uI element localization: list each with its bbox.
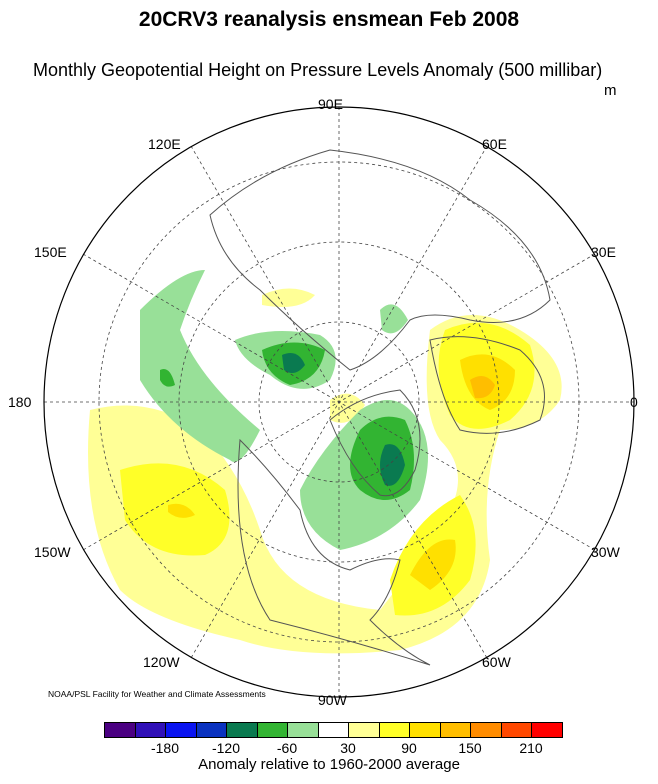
colorbar-tick: 30	[340, 740, 356, 756]
colorbar-swatch	[410, 723, 441, 737]
lon-label-120e: 120E	[148, 136, 181, 152]
colorbar-swatch	[349, 723, 380, 737]
lon-label-180: 180	[8, 394, 32, 410]
colorbar-tick: 90	[401, 740, 417, 756]
graticule	[44, 107, 634, 697]
anomaly-negative-90	[380, 444, 405, 486]
lon-label-60e: 60E	[482, 136, 507, 152]
lon-label-120w: 120W	[143, 654, 180, 670]
coastlines	[209, 149, 551, 666]
anomaly-fields	[44, 107, 634, 697]
lon-label-0: 0	[630, 394, 638, 410]
lon-label-150e: 150E	[34, 244, 67, 260]
lon-label-90w: 90W	[318, 692, 347, 708]
colorbar-label: Anomaly relative to 1960-2000 average	[198, 756, 460, 773]
anomaly-negative-90	[282, 352, 305, 374]
units-label: m	[604, 82, 617, 99]
figure-title: 20CRV3 reanalysis ensmean Feb 2008	[138, 8, 520, 31]
colorbar-swatch	[532, 723, 562, 737]
anomaly-negative-30	[380, 304, 408, 334]
colorbar-swatch	[318, 723, 349, 737]
anomaly-positive-120	[470, 376, 495, 399]
anomaly-positive-90	[410, 539, 456, 590]
colorbar	[104, 722, 563, 738]
colorbar-tick: -120	[211, 740, 241, 756]
figure-subtitle: Monthly Geopotential Height on Pressure …	[33, 60, 603, 80]
colorbar-swatch	[440, 723, 471, 737]
anomaly-negative-30	[140, 270, 260, 462]
anomaly-negative-60	[160, 369, 175, 387]
lon-label-30e: 30E	[591, 244, 616, 260]
colorbar-swatch	[196, 723, 227, 737]
colorbar-swatch	[257, 723, 288, 737]
colorbar-swatch	[105, 723, 136, 737]
colorbar-swatch	[379, 723, 410, 737]
colorbar-tick: 150	[458, 740, 482, 756]
credit-text: NOAA/PSL Facility for Weather and Climat…	[48, 689, 266, 699]
map-border	[43, 106, 635, 698]
colorbar-swatch	[166, 723, 197, 737]
colorbar-tick: 210	[519, 740, 543, 756]
anomaly-positive-90	[168, 503, 195, 518]
colorbar-tick: -180	[150, 740, 180, 756]
colorbar-swatch	[288, 723, 319, 737]
colorbar-swatch	[135, 723, 166, 737]
colorbar-swatch	[501, 723, 532, 737]
colorbar-tick: -60	[276, 740, 298, 756]
lon-label-60w: 60W	[482, 654, 511, 670]
lon-label-90e: 90E	[318, 96, 343, 112]
colorbar-swatch	[227, 723, 258, 737]
anomaly-positive-30	[262, 288, 315, 308]
lon-label-30w: 30W	[591, 544, 620, 560]
lon-label-150w: 150W	[34, 544, 71, 560]
colorbar-swatch	[471, 723, 502, 737]
